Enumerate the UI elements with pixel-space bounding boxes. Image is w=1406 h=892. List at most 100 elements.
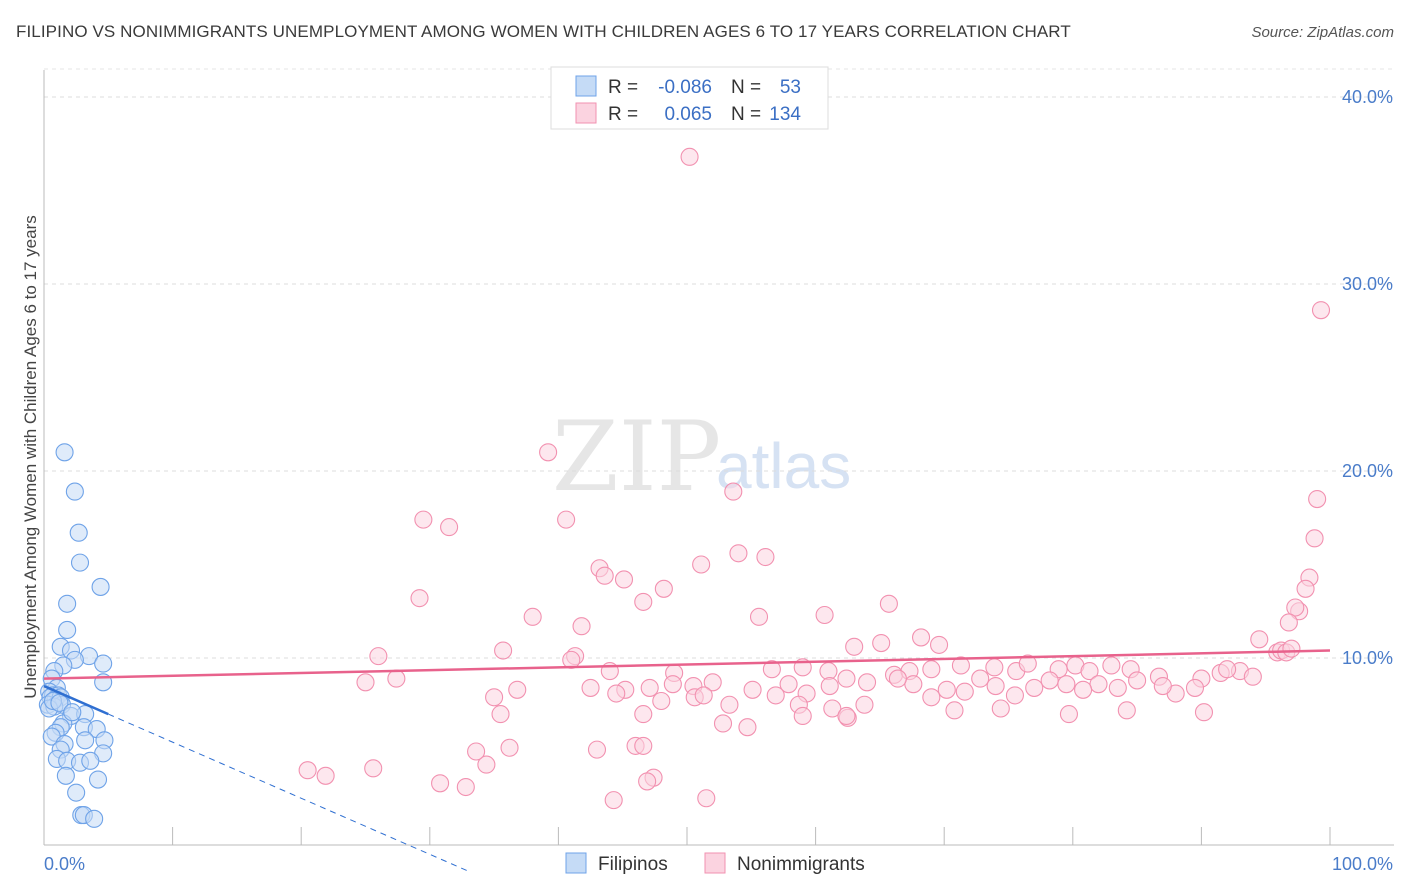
legend-swatch-nonimmigrants	[575, 102, 597, 124]
point-nonimmigrants	[724, 482, 743, 501]
point-filipinos	[56, 766, 75, 785]
point-nonimmigrants	[557, 510, 576, 529]
legend-r-label-1: R =	[608, 77, 638, 98]
point-nonimmigrants	[456, 777, 475, 797]
point-nonimmigrants	[1282, 639, 1301, 658]
x-tick-labels: 0.0% 100.0%	[44, 854, 1393, 874]
point-nonimmigrants	[986, 676, 1005, 696]
point-nonimmigrants	[587, 740, 607, 759]
point-nonimmigrants	[743, 680, 762, 699]
point-nonimmigrants	[1296, 579, 1315, 598]
legend-swatch-filipinos	[575, 75, 597, 97]
point-nonimmigrants	[872, 633, 891, 653]
trend-line-filipinos	[43, 684, 109, 716]
point-nonimmigrants	[720, 695, 739, 714]
point-nonimmigrants	[634, 592, 653, 611]
point-nonimmigrants	[823, 699, 842, 718]
y-axis-label: Unemployment Among Women with Children A…	[21, 215, 40, 699]
point-nonimmigrants	[692, 555, 711, 574]
series-filipinos	[38, 443, 114, 828]
point-nonimmigrants	[634, 705, 653, 724]
point-nonimmigrants	[494, 641, 513, 660]
x-tick-label-min: 0.0%	[44, 854, 85, 874]
point-nonimmigrants	[1128, 671, 1147, 690]
point-filipinos	[63, 703, 82, 722]
point-nonimmigrants	[607, 684, 626, 703]
point-nonimmigrants	[652, 691, 671, 711]
point-nonimmigrants	[1305, 529, 1324, 548]
point-nonimmigrants	[937, 680, 956, 699]
point-nonimmigrants	[1074, 680, 1093, 699]
point-nonimmigrants	[364, 759, 383, 778]
point-nonimmigrants	[491, 705, 510, 724]
point-nonimmigrants	[663, 675, 682, 694]
point-nonimmigrants	[614, 570, 634, 589]
point-nonimmigrants	[837, 706, 856, 726]
point-nonimmigrants	[485, 688, 504, 707]
watermark-zip: ZIP	[552, 401, 721, 513]
point-nonimmigrants	[467, 742, 486, 761]
point-nonimmigrants	[779, 675, 798, 694]
point-nonimmigrants	[1311, 301, 1331, 320]
point-filipinos	[94, 654, 113, 673]
point-nonimmigrants	[572, 617, 591, 636]
legend-r-value-2: 0.065	[664, 104, 712, 125]
point-nonimmigrants	[440, 518, 459, 537]
point-nonimmigrants	[431, 774, 450, 793]
trend-line-nonimmigrants	[43, 649, 1331, 680]
point-nonimmigrants	[1089, 675, 1108, 694]
x-ticks	[43, 827, 1331, 845]
point-nonimmigrants	[971, 669, 990, 688]
point-nonimmigrants	[539, 443, 558, 462]
point-nonimmigrants	[356, 673, 375, 692]
point-nonimmigrants	[749, 607, 769, 626]
legend-n-label-1: N =	[731, 77, 761, 98]
point-nonimmigrants	[654, 579, 673, 598]
bottom-legend-swatch-nonimmigrants	[704, 852, 726, 874]
point-nonimmigrants	[729, 544, 748, 563]
point-nonimmigrants	[703, 673, 722, 692]
point-filipinos	[69, 523, 88, 542]
point-nonimmigrants	[316, 766, 335, 785]
point-filipinos	[81, 751, 100, 770]
point-nonimmigrants	[756, 547, 775, 567]
point-nonimmigrants	[930, 635, 949, 654]
point-nonimmigrants	[766, 686, 785, 705]
point-nonimmigrants	[680, 147, 699, 166]
point-nonimmigrants	[369, 647, 388, 666]
point-nonimmigrants	[845, 637, 864, 656]
point-nonimmigrants	[562, 650, 581, 669]
point-nonimmigrants	[640, 678, 659, 697]
point-filipinos	[65, 482, 84, 501]
point-nonimmigrants	[508, 680, 527, 699]
point-filipinos	[55, 443, 74, 462]
point-nonimmigrants	[820, 676, 839, 696]
legend-r-value-1: -0.086	[658, 77, 712, 98]
point-nonimmigrants	[1286, 598, 1305, 617]
point-nonimmigrants	[879, 594, 898, 613]
legend-n-label-2: N =	[731, 104, 761, 125]
point-nonimmigrants	[904, 675, 923, 694]
point-nonimmigrants	[410, 589, 429, 608]
point-nonimmigrants	[1243, 667, 1262, 686]
point-filipinos	[50, 693, 69, 712]
point-nonimmigrants	[855, 695, 874, 714]
point-filipinos	[67, 783, 86, 802]
legend-r-label-2: R =	[608, 104, 638, 125]
legend-n-value-1: 53	[780, 77, 801, 98]
point-nonimmigrants	[1059, 705, 1078, 724]
point-nonimmigrants	[1040, 671, 1059, 690]
point-nonimmigrants	[985, 658, 1004, 677]
point-nonimmigrants	[1025, 678, 1044, 697]
y-tick-label: 10.0%	[1342, 648, 1393, 668]
y-tick-label: 20.0%	[1342, 461, 1393, 481]
point-nonimmigrants	[500, 738, 519, 757]
series-nonimmigrants	[298, 147, 1331, 810]
point-filipinos	[85, 809, 104, 828]
point-nonimmigrants	[912, 628, 931, 647]
point-nonimmigrants	[298, 761, 317, 780]
point-nonimmigrants	[819, 662, 838, 681]
point-nonimmigrants	[604, 791, 623, 810]
point-nonimmigrants	[738, 718, 757, 737]
